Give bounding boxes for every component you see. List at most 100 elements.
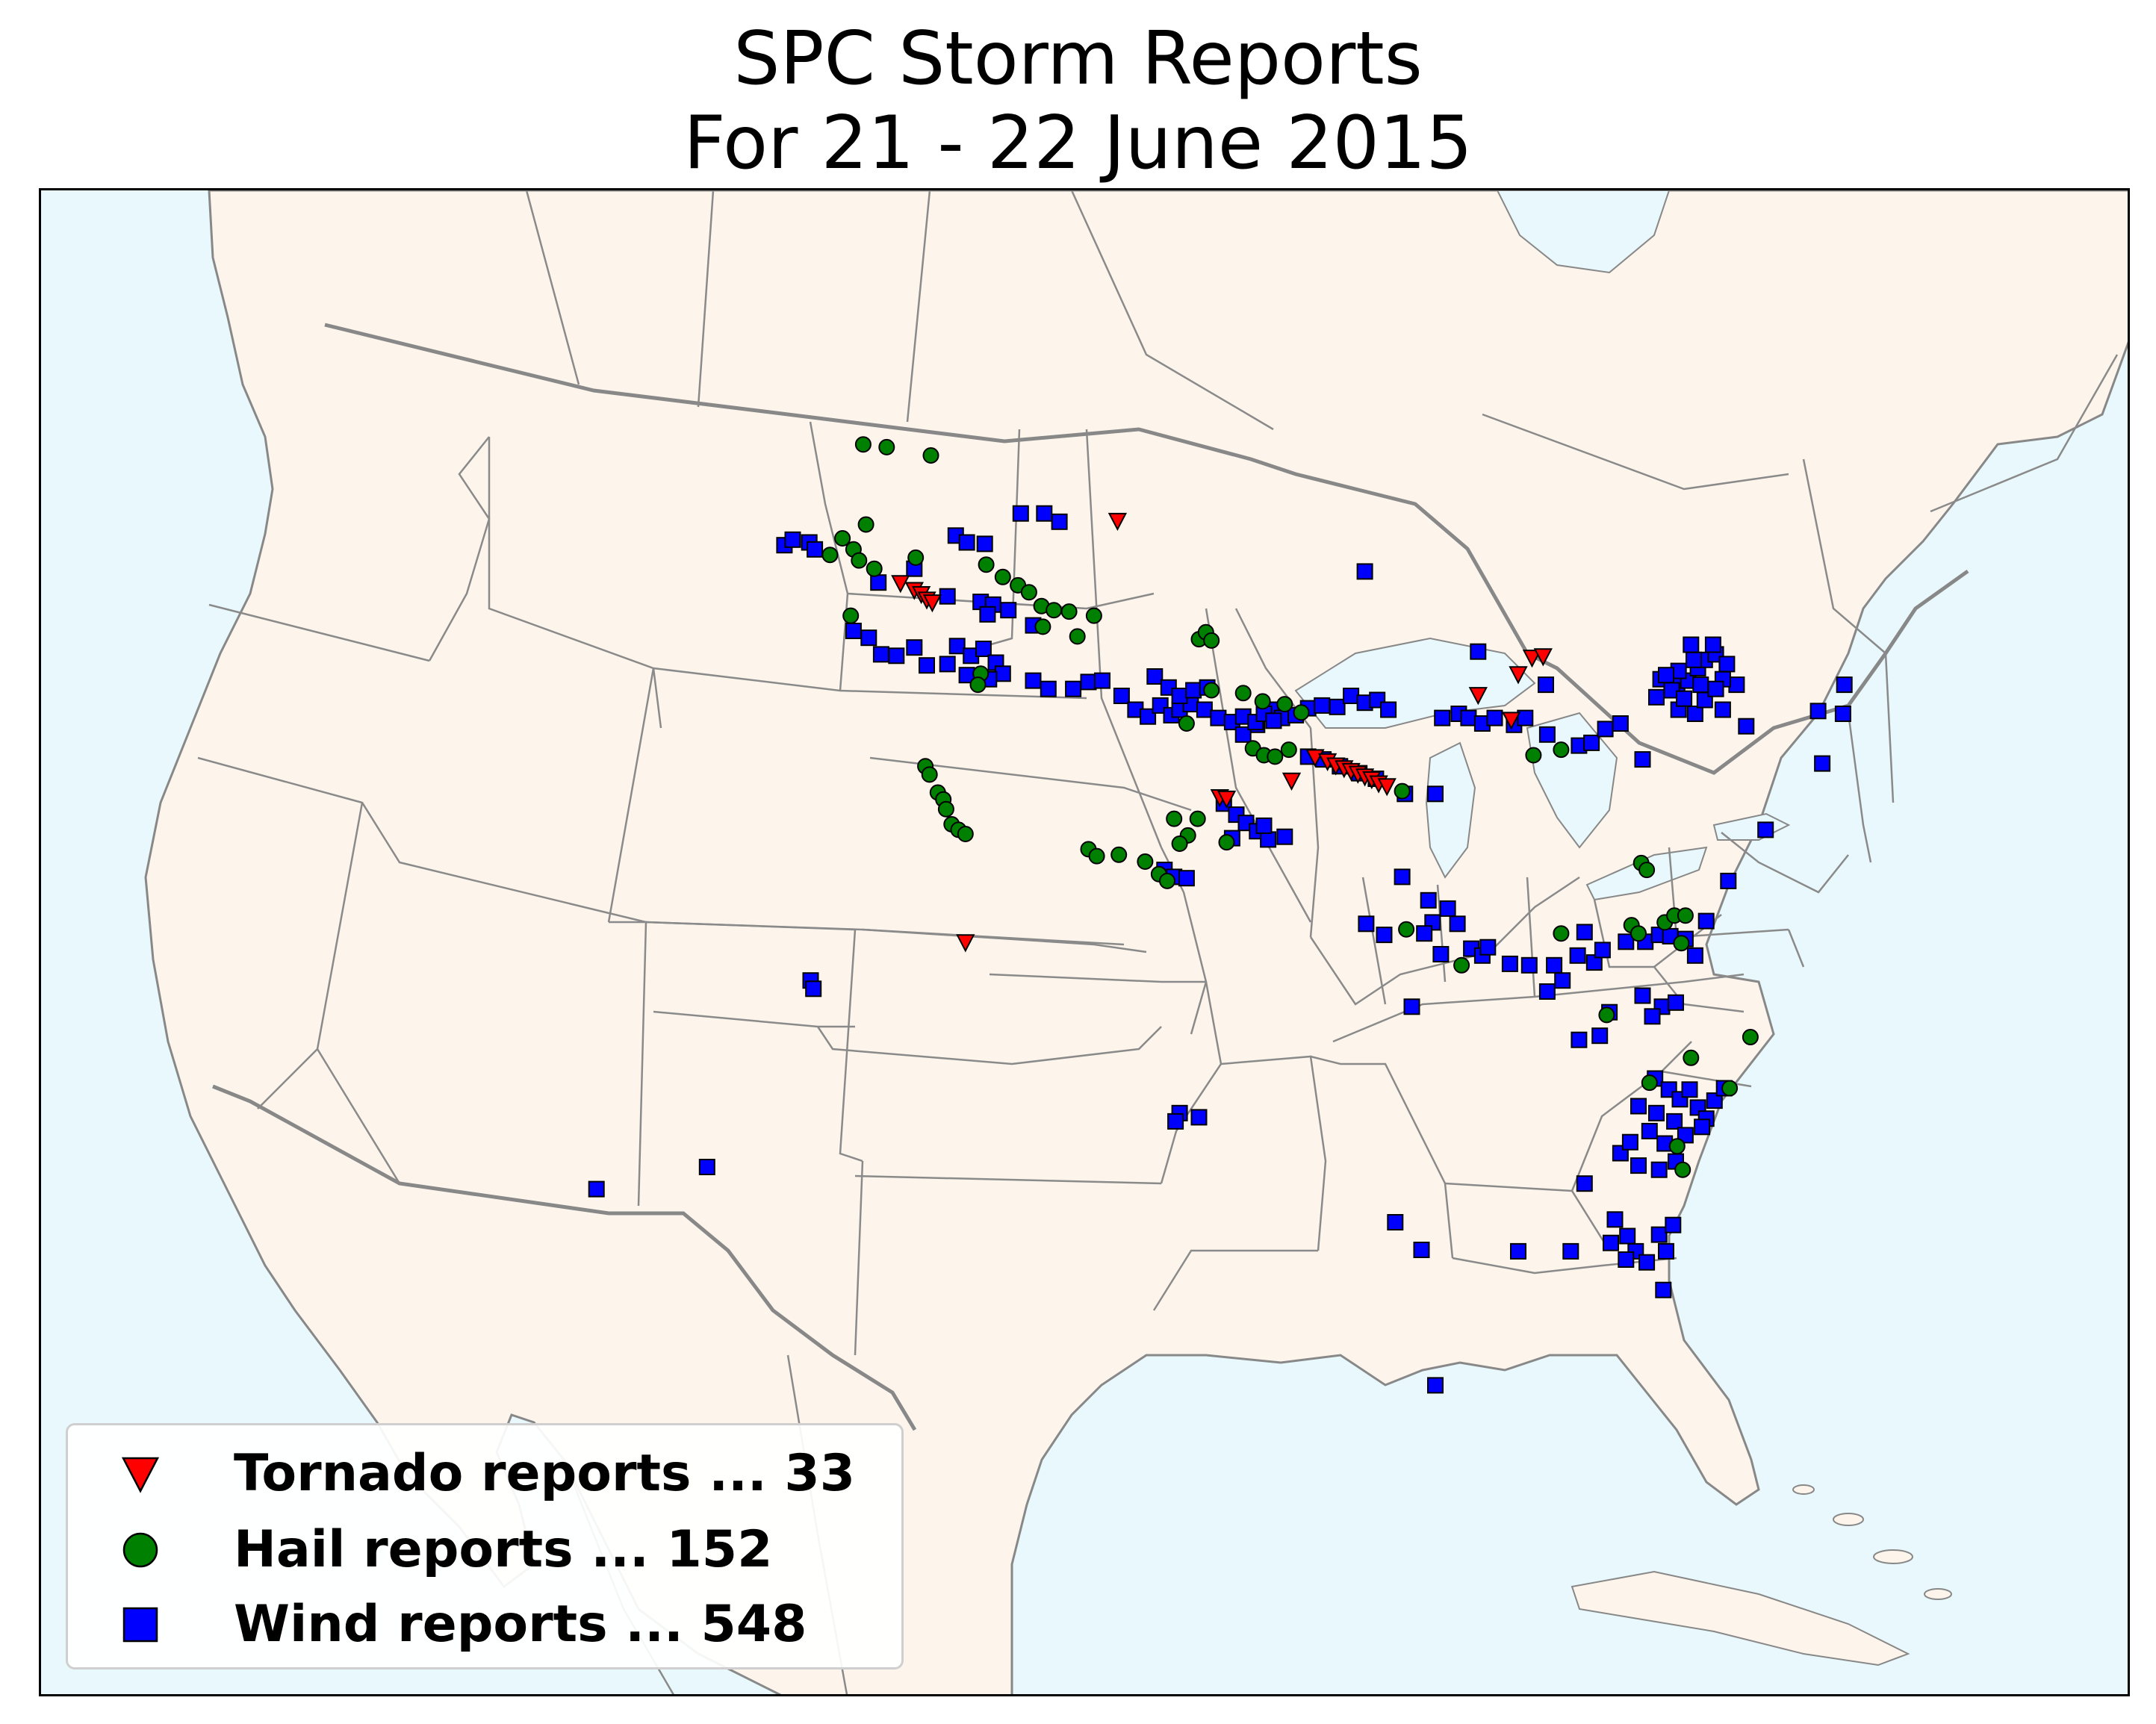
wind-report-marker	[1510, 1242, 1526, 1260]
wind-report-marker	[805, 980, 822, 998]
hail-report-marker	[1110, 846, 1128, 863]
wind-report-marker	[1517, 709, 1534, 726]
hail-report-marker	[834, 530, 851, 547]
wind-report-marker	[1449, 915, 1466, 933]
wind-report-marker	[919, 657, 935, 674]
north-america-land	[144, 190, 2128, 1694]
wind-report-marker	[1416, 925, 1433, 942]
wind-marker-icon	[122, 1607, 158, 1643]
wind-report-marker	[1113, 688, 1130, 704]
hail-report-marker	[1034, 618, 1051, 635]
wind-report-marker	[1658, 1242, 1674, 1260]
wind-report-marker	[1630, 1157, 1647, 1174]
tornado-report-marker	[1468, 687, 1488, 706]
tornado-report-marker	[956, 934, 975, 953]
wind-report-marker	[1720, 872, 1737, 889]
wind-report-marker	[1648, 688, 1665, 706]
hail-report-marker	[1280, 741, 1297, 759]
hail-report-marker	[1677, 907, 1694, 924]
wind-report-marker	[1621, 1133, 1638, 1151]
wind-report-marker	[1583, 734, 1600, 751]
wind-report-marker	[1658, 667, 1674, 684]
wind-report-marker	[948, 638, 966, 655]
hail-marker-icon	[122, 1532, 158, 1568]
wind-report-marker	[784, 531, 801, 548]
wind-report-marker	[1265, 712, 1282, 729]
hail-report-marker	[937, 800, 954, 818]
tornado-report-marker	[1533, 648, 1553, 667]
hail-report-marker	[1218, 834, 1235, 851]
hail-report-marker	[878, 438, 895, 455]
wind-report-marker	[1707, 680, 1724, 697]
wind-report-marker	[1676, 690, 1693, 707]
wind-report-marker	[872, 646, 889, 663]
hail-report-marker	[1069, 628, 1086, 645]
hail-report-marker	[1453, 956, 1470, 974]
wind-report-marker	[1686, 947, 1703, 964]
wind-report-marker	[1697, 912, 1715, 930]
wind-report-marker	[1538, 676, 1554, 694]
hail-report-marker	[1630, 925, 1647, 942]
hail-report-marker	[1085, 607, 1102, 624]
wind-report-marker	[1585, 954, 1603, 971]
wind-report-marker	[1065, 680, 1082, 697]
hail-report-marker	[1088, 847, 1105, 865]
wind-report-marker	[1606, 1211, 1624, 1228]
wind-report-marker	[1178, 870, 1195, 887]
hail-report-marker	[1293, 704, 1310, 721]
wind-report-marker	[1314, 697, 1331, 714]
wind-report-marker	[1714, 701, 1731, 718]
hail-report-marker	[1159, 872, 1175, 889]
wind-report-marker	[939, 588, 956, 605]
wind-report-marker	[1146, 668, 1164, 685]
hail-report-marker	[1641, 1074, 1658, 1092]
hail-report-marker	[1276, 696, 1293, 713]
tornado-report-marker	[891, 575, 910, 594]
wind-report-marker	[860, 629, 877, 647]
hail-report-marker	[907, 549, 925, 566]
tornado-reports	[891, 512, 1553, 953]
legend: Tornado reports ... 33 Hail reports ... …	[66, 1423, 904, 1669]
wind-report-marker	[1836, 676, 1853, 694]
wind-report-marker	[1641, 1122, 1658, 1139]
wind-report-marker	[1434, 709, 1451, 726]
wind-report-marker	[870, 574, 887, 591]
wind-report-marker	[1501, 955, 1518, 972]
wind-report-marker	[1260, 831, 1277, 848]
hudson-bay	[1496, 190, 1671, 274]
wind-report-marker	[1538, 726, 1556, 743]
hail-report-marker	[1189, 810, 1206, 827]
wind-report-marker	[1834, 706, 1851, 722]
lake-michigan	[1425, 741, 1476, 879]
wind-report-marker	[1470, 643, 1487, 660]
hail-report-marker	[1398, 921, 1415, 938]
wind-report-marker	[1276, 828, 1293, 845]
hail-report-marker	[1394, 782, 1411, 800]
wind-report-marker	[698, 1159, 715, 1175]
wind-report-marker	[1728, 676, 1745, 694]
wind-report-marker	[1757, 821, 1774, 838]
hail-report-marker	[1060, 603, 1078, 620]
hail-report-marker	[1668, 1138, 1686, 1155]
wind-report-marker	[1380, 701, 1397, 718]
wind-report-marker	[1683, 636, 1700, 653]
wind-report-marker	[1025, 672, 1042, 689]
wind-report-marker	[1677, 1127, 1694, 1144]
hail-report-marker	[957, 826, 974, 842]
wind-report-marker	[1427, 785, 1444, 803]
hail-report-marker	[1166, 810, 1183, 827]
legend-tornado-label: Tornado reports ... 33	[234, 1444, 856, 1503]
wind-report-marker	[1809, 703, 1827, 720]
wind-report-marker	[888, 647, 905, 665]
tornado-report-marker	[922, 594, 942, 613]
hail-report-marker	[842, 607, 860, 624]
wind-report-marker	[1554, 972, 1571, 989]
wind-report-marker	[1692, 676, 1709, 694]
hail-report-marker	[994, 568, 1011, 585]
wind-report-marker	[1234, 726, 1252, 743]
wind-report-marker	[1358, 915, 1375, 933]
wind-report-marker	[1427, 1377, 1444, 1394]
wind-report-marker	[1569, 947, 1586, 964]
tornado-report-marker	[1509, 666, 1528, 685]
wind-report-marker	[1420, 891, 1437, 909]
